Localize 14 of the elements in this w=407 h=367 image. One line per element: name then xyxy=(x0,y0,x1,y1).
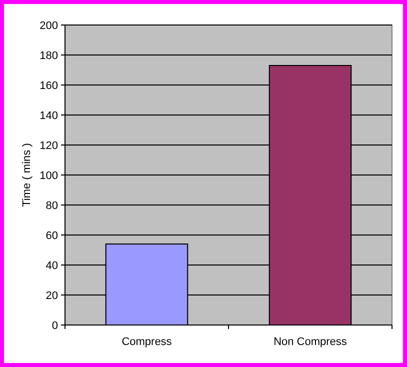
x-tick-label: Compress xyxy=(122,336,172,348)
y-tick-label: 40 xyxy=(46,260,58,272)
y-tick-label: 180 xyxy=(40,50,58,62)
x-tick-label: Non Compress xyxy=(274,336,348,348)
y-tick-label: 60 xyxy=(46,230,58,242)
y-tick-label: 0 xyxy=(52,320,58,332)
y-tick-label: 20 xyxy=(46,290,58,302)
y-tick-label: 100 xyxy=(40,170,58,182)
y-tick-label: 160 xyxy=(40,80,58,92)
y-tick-label: 140 xyxy=(40,110,58,122)
y-tick-label: 80 xyxy=(46,200,58,212)
y-tick-label: 120 xyxy=(40,140,58,152)
y-tick-label: 200 xyxy=(40,20,58,32)
y-axis-title: Time ( mins ) xyxy=(21,143,33,207)
